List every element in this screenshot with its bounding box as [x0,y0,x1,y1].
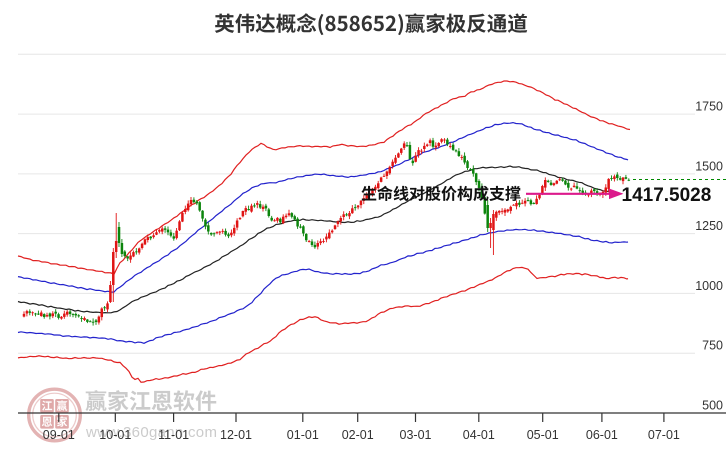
svg-text:02-01: 02-01 [342,428,374,442]
svg-text:1417.5028: 1417.5028 [622,185,712,206]
svg-text:04-01: 04-01 [463,428,495,442]
svg-text:1500: 1500 [695,159,723,173]
svg-text:01-01: 01-01 [287,428,319,442]
svg-text:1000: 1000 [695,279,723,293]
svg-text:03-01: 03-01 [400,428,432,442]
svg-text:1250: 1250 [695,219,723,233]
svg-text:1750: 1750 [695,100,723,114]
svg-text:10-01: 10-01 [99,428,131,442]
svg-text:06-01: 06-01 [586,428,618,442]
svg-text:12-01: 12-01 [220,428,252,442]
svg-text:07-01: 07-01 [648,428,680,442]
svg-text:500: 500 [702,399,723,413]
svg-text:750: 750 [702,339,723,353]
svg-text:11-01: 11-01 [158,428,189,442]
svg-text:05-01: 05-01 [527,428,559,442]
svg-text:09-01: 09-01 [43,428,75,442]
svg-text:www.360gann.com: www.360gann.com [85,424,217,441]
